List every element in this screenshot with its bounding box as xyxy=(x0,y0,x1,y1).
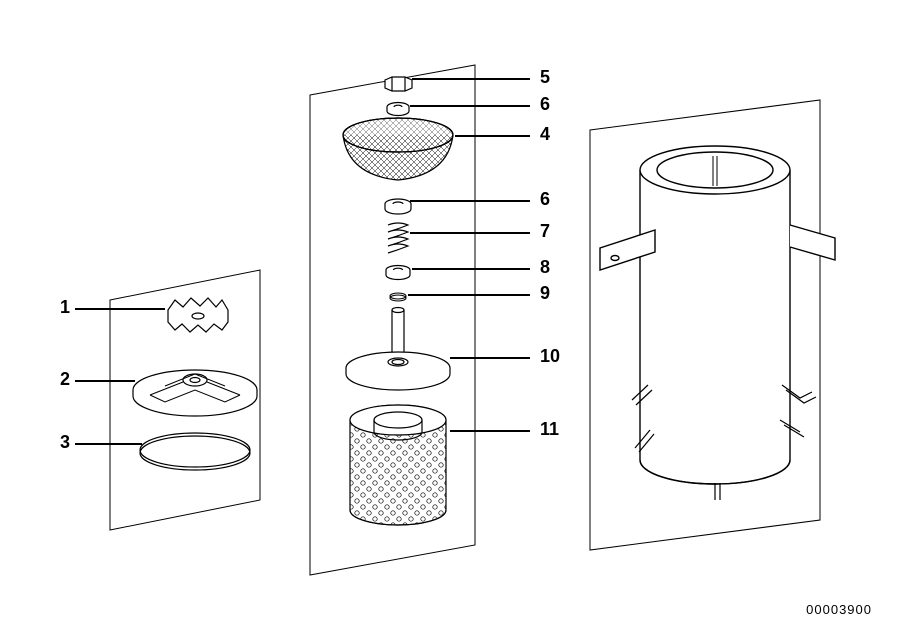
part-3-oring xyxy=(140,433,250,470)
callout-9: 9 xyxy=(540,283,550,304)
leader-5 xyxy=(412,78,530,80)
callout-11: 11 xyxy=(540,419,559,440)
leader-10 xyxy=(450,357,530,359)
part-6-washer-top xyxy=(387,103,409,116)
callout-6: 6 xyxy=(540,189,550,210)
callout-2: 2 xyxy=(60,369,70,390)
part-7-spring xyxy=(388,223,408,253)
callout-10: 10 xyxy=(540,346,560,367)
leader-4 xyxy=(455,135,530,137)
part-number: 00003900 xyxy=(806,602,872,617)
leader-2 xyxy=(75,380,135,382)
leader-7 xyxy=(410,232,530,234)
leader-3 xyxy=(75,443,142,445)
part-11-filter xyxy=(350,405,446,525)
exploded-diagram xyxy=(0,0,900,635)
leader-8 xyxy=(412,268,530,270)
reservoir-canister xyxy=(600,146,835,500)
part-8-seal xyxy=(386,266,410,280)
callout-8: 8 xyxy=(540,257,550,278)
callout-6: 6 xyxy=(540,94,550,115)
callout-7: 7 xyxy=(540,221,550,242)
part-6-washer-bottom xyxy=(385,199,411,214)
callout-4: 4 xyxy=(540,124,550,145)
leader-9 xyxy=(408,294,530,296)
leader-6 xyxy=(410,200,530,202)
leader-1 xyxy=(75,308,165,310)
part-10-disc-tube xyxy=(346,308,450,391)
callout-1: 1 xyxy=(60,297,70,318)
leader-11 xyxy=(450,430,530,432)
callout-3: 3 xyxy=(60,432,70,453)
callout-5: 5 xyxy=(540,67,550,88)
leader-6 xyxy=(410,105,530,107)
part-2-lid xyxy=(133,370,257,416)
part-5-nut xyxy=(385,77,412,91)
part-4-strainer xyxy=(343,118,453,180)
part-9-ring xyxy=(390,293,406,301)
part-1-knob xyxy=(168,298,228,332)
